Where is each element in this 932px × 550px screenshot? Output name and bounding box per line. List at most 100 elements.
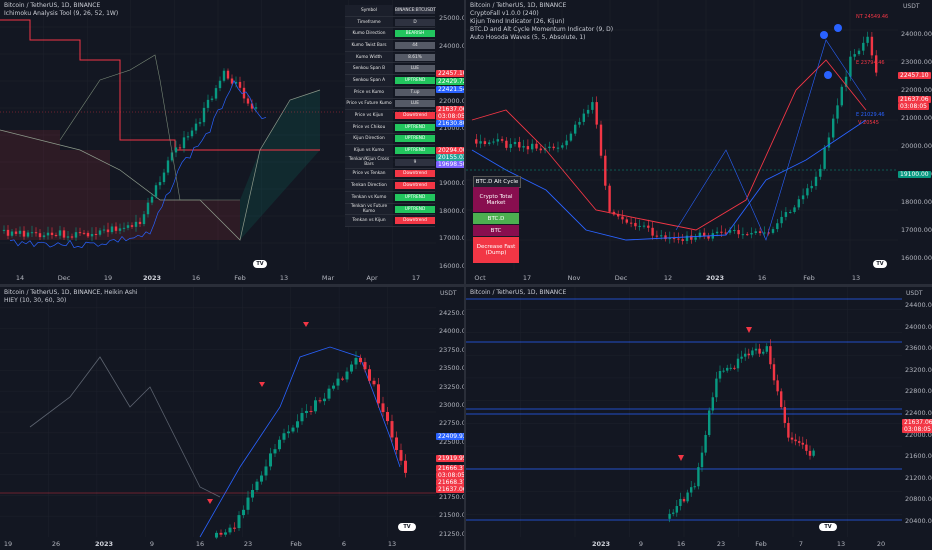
candle-body [853, 54, 856, 57]
price-tick-label: 22750.00 [439, 419, 464, 428]
ha-candle-body [363, 362, 367, 370]
candle-body [254, 107, 258, 109]
candle-body [118, 228, 122, 231]
time-tick-label: 19 [3, 540, 13, 548]
candle-body [827, 137, 831, 148]
candle-body [819, 168, 822, 177]
price-axis[interactable]: 24400.00 24000.00 23600.00 23200.00 22800.00… [902, 287, 932, 537]
hiey-slow-line [29, 356, 221, 498]
candle-body [561, 145, 564, 148]
table-key: Tenkan vs Future Kumo [345, 203, 393, 215]
candle-body [513, 141, 517, 145]
price-tick-label: 24000.00 [901, 30, 932, 38]
pane-divider-horizontal[interactable] [0, 284, 932, 287]
price-tick-label: 22800.00 [905, 387, 932, 396]
candle-body [54, 235, 58, 237]
candle-body [574, 124, 577, 134]
candle-body [182, 137, 186, 149]
ha-candle-body [327, 388, 331, 399]
time-tick-label: Feb [803, 274, 815, 282]
price-tag: 22457.10 [898, 72, 931, 79]
indicator-title[interactable]: Ichimoku Analysis Tool (9, 26, 52, 1W) [4, 10, 119, 17]
candle-body [754, 231, 757, 234]
chart-pane-cycle[interactable]: Bitcoin / TetherUS, 1D, BINANCE CryptoFa… [466, 0, 932, 284]
candle-body [34, 232, 38, 234]
candle-body [178, 147, 182, 149]
time-axis[interactable]: 19 26 2023 9 16 23 Feb 6 13 [0, 540, 436, 550]
time-axis[interactable]: 14 Dec 19 2023 16 Feb 13 Mar Apr 17 [0, 274, 436, 284]
candle-body [733, 367, 736, 369]
table-value: UPTREND [395, 147, 435, 155]
candle-body [6, 229, 10, 236]
price-axis[interactable]: 25000.0024000.0023000.0022000.0021000.00… [436, 0, 464, 270]
price-tick-label: 22000.00 [439, 96, 464, 105]
table-key: Kumo Direction [345, 28, 393, 40]
candle-body [22, 230, 26, 237]
time-tick-label: Apr [366, 274, 378, 282]
price-tick-label: 16000.00 [901, 254, 932, 262]
price-tick-label: 23750.00 [439, 345, 464, 354]
time-tick-label: Dec [614, 274, 628, 282]
ha-candle-body [282, 433, 286, 440]
time-tick-label: 19 [103, 274, 113, 282]
candle-body [154, 185, 158, 197]
price-tick-label: 22400.00 [905, 409, 932, 417]
time-tick-label: 17 [411, 274, 421, 282]
table-value: 44 [395, 41, 435, 49]
price-tag: 03:08:05 [436, 113, 464, 120]
candle-body [806, 188, 809, 196]
candle-body [849, 56, 852, 77]
price-axis[interactable]: 24000.00 23000.00 22000.00 21000.00 20000.00… [898, 0, 932, 270]
candle-body [106, 229, 110, 233]
candle-body [840, 86, 843, 106]
indicator-title-1[interactable]: CryptoFall v1.0.0 (240) [470, 10, 539, 17]
chart-pane-heikin-ashi[interactable]: Bitcoin / TetherUS, 1D, BINANCE, Heikin … [0, 287, 464, 550]
ha-candle-body [237, 515, 241, 529]
price-tick-label: 17000.00 [439, 234, 464, 242]
candle-body [18, 230, 22, 234]
time-tick-label: Feb [290, 540, 302, 548]
candle-body [475, 139, 478, 144]
candle-body [772, 364, 776, 381]
chart-pane-support-resistance[interactable]: Bitcoin / TetherUS, 1D, BINANCE USDT 244… [466, 287, 932, 550]
kijun-blue-line [471, 119, 867, 241]
table-row: Senkou Span A UPTREND [345, 75, 435, 87]
chart-pane-ichimoku[interactable]: Bitcoin / TetherUS, 1D, BINANCE Ichimoku… [0, 0, 464, 284]
price-tick-label: 21200.00 [905, 473, 932, 482]
candle-body [780, 216, 783, 224]
time-tick-label: 6 [341, 540, 347, 548]
price-axis[interactable]: 24250.00 24000.00 23750.00 23500.00 23250.00… [436, 287, 464, 538]
time-tick-label: 23 [716, 540, 726, 548]
time-tick-label: 13 [279, 274, 289, 282]
indicator-title-2[interactable]: Kijun Trend Indicator (26, Kijun) [470, 18, 565, 25]
pane-divider-vertical[interactable] [464, 0, 466, 550]
candle-body [42, 235, 46, 238]
candle-body [2, 229, 6, 231]
cycle-chart-canvas[interactable] [466, 0, 932, 284]
hosoda-level-label: E 21029.46 [856, 112, 885, 118]
ha-candle-body [336, 378, 340, 386]
table-key: Price vs Kijun [345, 110, 393, 121]
indicator-title-3[interactable]: BTC.D and Alt Cycle Momentum Indicator (… [470, 26, 614, 33]
candle-body [138, 221, 142, 225]
ha-candle-body [332, 385, 335, 389]
sr-chart-canvas[interactable] [466, 287, 932, 550]
indicator-title-4[interactable]: Auto Hosoda Waves (5, 5, Absolute, 1) [470, 34, 586, 41]
symbol-title: Bitcoin / TetherUS, 1D, BINANCE [470, 289, 567, 296]
candle-body [234, 81, 238, 84]
indicator-title[interactable]: HIEY (10, 30, 60, 30) [4, 297, 67, 304]
candle-body [218, 80, 222, 89]
time-axis[interactable]: 2023 9 16 23 Feb 7 13 20 [466, 540, 902, 550]
candle-body [186, 136, 190, 138]
hosoda-pivot [820, 31, 828, 39]
candle-body [146, 202, 150, 215]
ha-candle-body [287, 431, 290, 434]
candle-body [685, 235, 689, 241]
time-axis[interactable]: Oct 17 Nov Dec 12 2023 16 Feb 13 [466, 274, 898, 284]
kijun-line [0, 19, 320, 151]
ha-candle-body [386, 412, 389, 422]
candle-body [704, 434, 707, 453]
heikin-ashi-chart-canvas[interactable] [0, 287, 464, 550]
table-value: LUE [395, 100, 435, 108]
time-tick-label: Feb [755, 540, 767, 548]
